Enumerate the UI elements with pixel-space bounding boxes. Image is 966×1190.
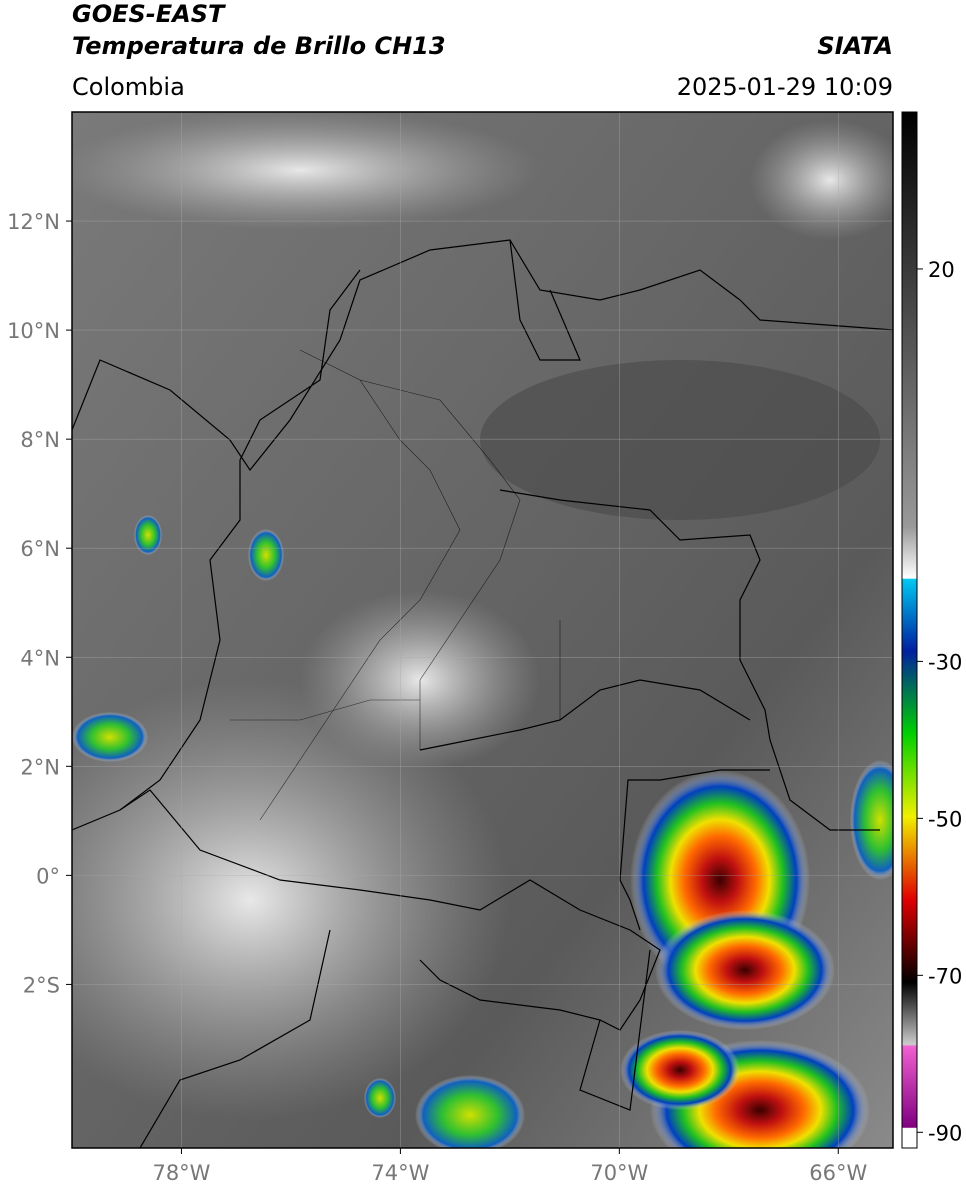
- subtitle: Temperatura de Brillo CH13: [72, 32, 446, 60]
- colorbar-tick-label: -50: [928, 807, 962, 831]
- lon-tick-label: 70°W: [590, 1161, 648, 1185]
- lon-tick-label: 66°W: [809, 1161, 867, 1185]
- source: SIATA: [817, 32, 893, 60]
- title: GOES-EAST: [72, 0, 226, 28]
- lat-tick-label: 12°N: [7, 210, 60, 234]
- colorbar-tick-label: -70: [928, 964, 962, 988]
- lat-tick-label: 2°N: [20, 755, 60, 779]
- grid: [72, 112, 893, 1148]
- lon-tick-label: 78°W: [152, 1161, 210, 1185]
- lat-tick-label: 0°: [36, 864, 60, 888]
- lat-tick-label: 4°N: [20, 646, 60, 670]
- lat-tick-label: 2°S: [23, 973, 60, 997]
- colorbar-tick-label: 20: [928, 258, 955, 282]
- map-frame: [71, 111, 894, 1149]
- lon-tick-label: 74°W: [371, 1161, 429, 1185]
- colorbar: [901, 111, 918, 1149]
- colorbar-tick-label: -90: [928, 1121, 962, 1145]
- lat-tick-label: 6°N: [20, 537, 60, 561]
- map-image: [72, 112, 893, 1148]
- lat-tick-label: 10°N: [7, 319, 60, 343]
- region: Colombia: [72, 73, 185, 101]
- colorbar-tick-label: -30: [928, 650, 962, 674]
- lat-tick-label: 8°N: [20, 428, 60, 452]
- datetime: 2025-01-29 10:09: [677, 73, 893, 101]
